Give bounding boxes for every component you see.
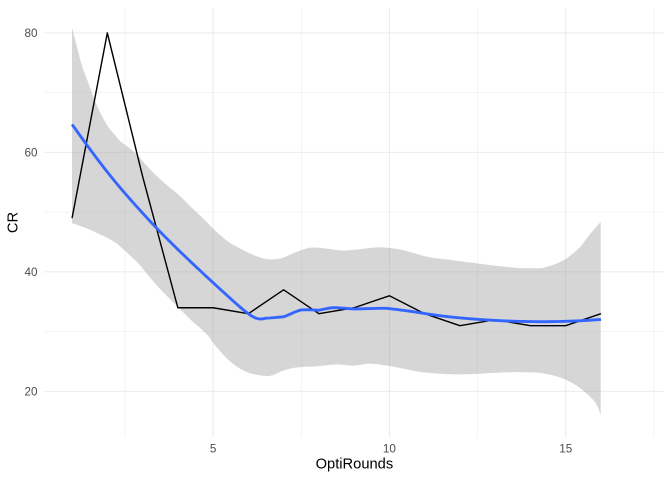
- svg-text:10: 10: [383, 443, 397, 456]
- svg-text:5: 5: [210, 443, 217, 456]
- svg-text:CR: CR: [6, 212, 22, 233]
- svg-text:60: 60: [24, 147, 38, 160]
- svg-text:20: 20: [24, 386, 38, 399]
- svg-text:15: 15: [559, 443, 573, 456]
- svg-text:OptiRounds: OptiRounds: [316, 456, 394, 472]
- svg-text:80: 80: [24, 27, 38, 40]
- svg-text:40: 40: [24, 266, 38, 279]
